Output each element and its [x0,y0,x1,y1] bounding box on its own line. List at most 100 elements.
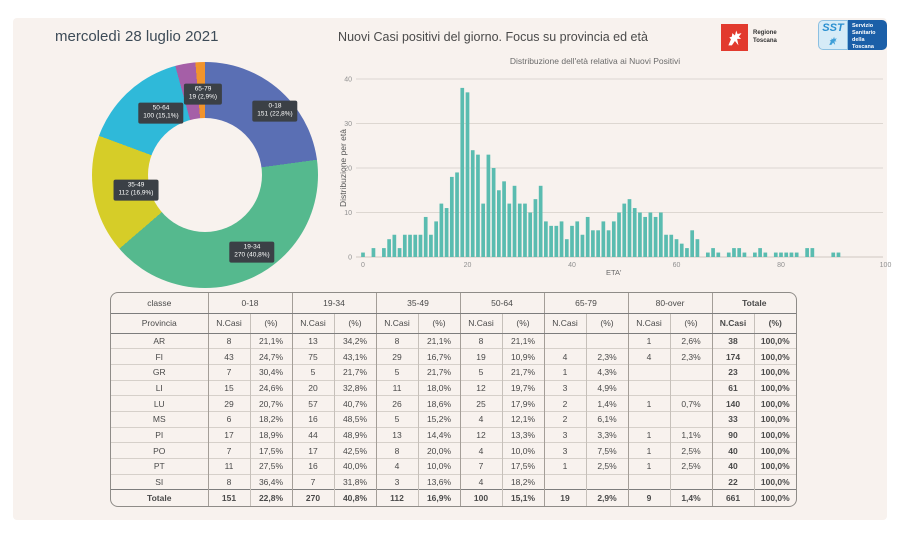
value-cell: 20 [291,379,335,396]
value-cell: 1,1% [669,426,713,443]
sub-header-pct: (%) [753,313,796,334]
donut-slice-label-0-18: 0-18 151 (22,8%) [252,100,298,122]
value-cell: 6,1% [585,410,629,428]
sst-pegasus-icon: SST [818,20,848,50]
value-cell: 48,9% [333,426,377,443]
value-cell: 661 [711,489,755,506]
col-group-Totale: Totale [711,293,796,314]
value-cell: 100,0% [753,363,796,381]
value-cell: 2,5% [669,442,713,459]
value-cell [585,473,629,490]
value-cell: 7,5% [585,442,629,459]
value-cell [669,363,713,381]
value-cell: 57 [291,395,335,412]
value-cell: 34,2% [333,333,377,349]
value-cell: 13,6% [417,473,461,490]
sub-header-pct: (%) [585,313,629,334]
value-cell: 29 [375,348,419,365]
value-cell: 43 [207,348,250,365]
value-cell: 44 [291,426,335,443]
province-cell: AR [153,335,166,346]
table-row-AR: AR 8 21,1% 13 34,2% 8 21,1% 8 21,1% 1 2,6% 38 100,0% [111,333,796,349]
value-cell [543,333,587,349]
value-cell: 140 [711,395,755,412]
donut-slice-label-65-79: 65-79 19 (2,9%) [183,83,223,105]
value-cell: 112 [375,489,419,506]
value-cell: 8 [207,333,250,349]
value-cell: 1 [543,458,587,475]
value-cell: 10,0% [417,458,461,475]
value-cell: 11 [207,458,250,475]
histogram-x-axis-label: ETA' [606,268,622,277]
value-cell [627,410,671,428]
value-cell: 2,9% [585,489,629,506]
value-cell: 10,0% [501,442,545,459]
value-cell: 3 [543,379,587,396]
value-cell: 1 [627,426,671,443]
value-cell [669,410,713,428]
sub-header-ncasi: N.Casi [459,313,503,334]
value-cell: 42,5% [333,442,377,459]
pegasus-icon [721,24,748,51]
value-cell: 100,0% [753,395,796,412]
value-cell: 14,4% [417,426,461,443]
value-cell: 4 [459,442,503,459]
value-cell [585,333,629,349]
svg-text:0: 0 [361,262,365,269]
value-cell: 4 [459,410,503,428]
value-cell: 100,0% [753,333,796,349]
value-cell [627,379,671,396]
value-cell: 18,6% [417,395,461,412]
province-cell: GR [111,363,208,381]
province-cell: PO [111,442,208,459]
value-cell: 9 [627,489,671,506]
value-cell: 1 [543,363,587,381]
value-cell: 21,7% [501,363,545,381]
value-cell: 4 [627,348,671,365]
value-cell: 33 [711,410,755,428]
sst-logo: SST Servizio Sanitario della Toscana [818,20,887,50]
value-cell: 7 [207,442,250,459]
sub-header-pct: (%) [333,313,377,334]
value-cell [627,473,671,490]
value-cell: 16,9% [417,489,461,506]
value-cell: 40 [711,442,755,459]
value-cell: 1,4% [585,395,629,412]
sub-header-ncasi: N.Casi [627,313,671,334]
value-cell: 100,0% [753,348,796,365]
sub-header-pct: (%) [249,313,293,334]
sub-header-pct: (%) [501,313,545,334]
value-cell: 2,5% [669,458,713,475]
col-group-35-49: 35-49 [375,293,461,314]
value-cell: 17,9% [501,395,545,412]
value-cell: 2 [543,410,587,428]
table-row-FI: FI 43 24,7% 75 43,1% 29 16,7% 19 10,9% 4 2,3% 4 2,3%… [111,348,796,365]
value-cell: 1,4% [669,489,713,506]
value-cell: 100,0% [753,379,796,396]
value-cell: 5 [375,410,419,428]
value-cell: 22 [711,473,755,490]
col-group-65-79: 65-79 [543,293,629,314]
value-cell: 4,3% [585,363,629,381]
dashboard-canvas: mercoledì 28 luglio 2021 Nuovi Casi posi… [13,18,891,520]
report-date: mercoledì 28 luglio 2021 [55,28,219,45]
value-cell: 15,2% [417,410,461,428]
value-cell [627,363,671,381]
value-cell: 100 [459,489,503,506]
value-cell: 4 [375,458,419,475]
value-cell: 12,1% [501,410,545,428]
value-cell: 1 [627,458,671,475]
donut-slice-label-35-49: 35-49 112 (16,9%) [113,179,159,201]
value-cell: 5 [291,363,335,381]
value-cell: 22,8% [249,489,293,506]
table-row-PT: PT 11 27,5% 16 40,0% 4 10,0% 7 17,5% 1 2,5% 1 2,5% 40… [111,458,796,475]
value-cell: 23 [711,363,755,381]
donut-hole [148,118,262,232]
value-cell: 174 [711,348,755,365]
value-cell: 100,0% [753,442,796,459]
value-cell: 2,6% [669,333,713,349]
value-cell: 29 [207,395,250,412]
table-row-GR: GR 7 30,4% 5 21,7% 5 21,7% 5 21,7% 1 4,3% 23 100,0% [111,363,796,381]
province-cell: PI [111,426,208,443]
value-cell: 8 [207,473,250,490]
